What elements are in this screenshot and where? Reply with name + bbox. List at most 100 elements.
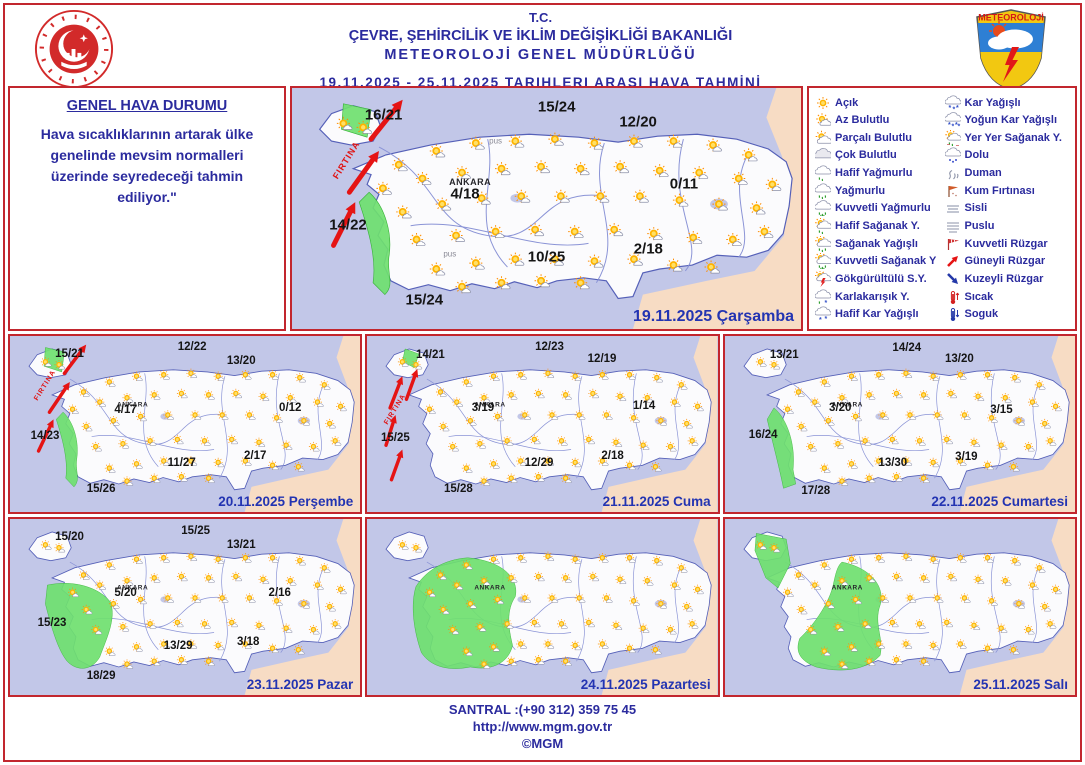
legend-label: Soguk bbox=[964, 308, 999, 321]
legend-label: Hafif Kar Yağışlı bbox=[835, 308, 919, 321]
map-date-label: 23.11.2025 Pazar bbox=[246, 677, 354, 692]
svg-text:*: * bbox=[825, 300, 828, 305]
legend-item-cloud-thunder: Gökgürültülü S.Y. bbox=[815, 271, 943, 288]
general-outlook-box: GENEL HAVA DURUMU Hava sıcaklıklarının a… bbox=[8, 86, 286, 331]
svg-text:*: * bbox=[955, 122, 958, 128]
city-label-ankara: ANKARA bbox=[831, 584, 863, 592]
legend-item-sun-cloud-heavy-rain: Kuvvetli Sağanak Y bbox=[815, 253, 943, 270]
forecast-map-cumartesi: 13/21 14/24 13/20 3/20 3/15 16/24 13/30 3/19 17/… bbox=[722, 334, 1077, 514]
forecast-map-pazartesi: ANKARA 24.11.2025 Pazartesi bbox=[365, 517, 720, 697]
haze-area-label: pus bbox=[489, 136, 503, 146]
temperature-label: 15/20 bbox=[55, 530, 84, 543]
sun-cloud-scattered-rain-icon bbox=[944, 129, 961, 146]
temperature-label: 0/11 bbox=[669, 175, 699, 193]
legend-item-sun-cloud-scattered-rain: Yer Yer Sağanak Y. bbox=[944, 129, 1073, 146]
city-label-ankara: ANKARA bbox=[117, 401, 149, 409]
legend-item-cloud-light-snow: * * Hafif Kar Yağışlı bbox=[815, 306, 943, 323]
temperature-label: 15/24 bbox=[405, 291, 444, 309]
legend-label: Kum Fırtınası bbox=[964, 184, 1035, 197]
svg-text:*: * bbox=[957, 124, 960, 129]
temperature-label: 12/19 bbox=[587, 352, 617, 365]
temperature-label: 13/20 bbox=[226, 354, 256, 367]
smoke-icon bbox=[945, 165, 961, 181]
temperature-label: 3/19 bbox=[471, 402, 495, 415]
legend-item-sun: Açık bbox=[815, 94, 943, 111]
legend-label: Çok Bulutlu bbox=[835, 149, 897, 162]
legend-item-fog: Sisli bbox=[945, 200, 1073, 217]
svg-text:*: * bbox=[956, 105, 959, 111]
legend-label: Parçalı Bulutlu bbox=[835, 131, 913, 144]
legend-column-1: Açık Az Bulutlu Parçalı Bulutlu Çok Bulutlu… bbox=[815, 94, 943, 323]
legend-label: Kuvvetli Sağanak Y bbox=[835, 255, 937, 268]
footer-website-link[interactable]: http://www.mgm.gov.tr bbox=[472, 718, 613, 734]
temperature-label: 15/21 bbox=[55, 347, 84, 360]
legend-item-cloud-snow: * * * Kar Yağışlı bbox=[944, 94, 1073, 111]
legend-item-smoke: Duman bbox=[945, 165, 1073, 182]
legend-item-haze: Puslu bbox=[945, 218, 1073, 235]
red-arrow-ne-icon bbox=[945, 253, 961, 269]
legend-item-thermometer-hot: Sıcak bbox=[945, 288, 1073, 305]
forecast-map-cuma: 14/21 12/23 12/19 3/19 1/14 15/25 12/29 2/18 15/… bbox=[365, 334, 720, 514]
legend-item-sun-cloud-rain: Sağanak Yağışlı bbox=[815, 235, 943, 252]
legend-label: Hafif Sağanak Y. bbox=[835, 220, 920, 233]
footer: SANTRAL :(+90 312) 359 75 45 http://www.… bbox=[0, 702, 1085, 753]
fog-icon bbox=[945, 200, 961, 216]
sun-cloud-icon bbox=[815, 130, 831, 146]
forecast-map-pazar: 15/20 15/25 13/21 5/20 2/16 15/23 13/29 3/18 18/… bbox=[8, 517, 363, 697]
legend-label: Sisli bbox=[964, 202, 988, 215]
legend-item-sun-cloud: Parçalı Bulutlu bbox=[815, 129, 943, 146]
map-date-label: 19.11.2025 Çarşamba bbox=[632, 308, 794, 325]
legend-label: Kuzeyli Rüzgar bbox=[964, 273, 1044, 286]
cloud-sleet-icon: * bbox=[815, 289, 831, 305]
turkey-map-graphic bbox=[367, 519, 718, 695]
temperature-label: 3/18 bbox=[237, 636, 260, 649]
legend-label: Gökgürültülü S.Y. bbox=[835, 273, 927, 286]
cloud-snow-icon: * * * bbox=[944, 94, 961, 111]
legend-item-red-arrow-ne: Güneyli Rüzgar bbox=[945, 253, 1073, 270]
haze-icon bbox=[945, 218, 961, 234]
cloud-drizzle-icon bbox=[815, 165, 831, 182]
temperature-label: 14/24 bbox=[892, 342, 922, 355]
temperature-label: 12/20 bbox=[619, 113, 657, 131]
map-date-label: 20.11.2025 Perşembe bbox=[218, 494, 354, 509]
footer-copyright: ©MGM bbox=[521, 735, 564, 751]
header: T.C. ÇEVRE, ŞEHİRCİLİK VE İKLİM DEĞİŞİKL… bbox=[0, 0, 1085, 90]
meteoroloji-badge: METEOROLOJİ bbox=[955, 8, 1067, 92]
sun-cloud-heavy-rain-icon bbox=[815, 253, 831, 270]
temperature-label: 13/30 bbox=[878, 456, 908, 469]
cloud-hail-icon bbox=[944, 147, 961, 164]
turkey-map-graphic bbox=[724, 519, 1075, 695]
weather-legend: Açık Az Bulutlu Parçalı Bulutlu Çok Bulutlu… bbox=[807, 86, 1077, 331]
temperature-label: 3/15 bbox=[990, 403, 1013, 416]
temperature-label: 15/28 bbox=[444, 483, 473, 496]
legend-item-cloud-heavy-rain: Kuvvetli Yağmurlu bbox=[815, 200, 943, 217]
temperature-label: 3/19 bbox=[955, 451, 978, 464]
legend-item-sun-small-cloud: Az Bulutlu bbox=[815, 112, 943, 129]
temperature-label: 13/29 bbox=[163, 639, 193, 652]
forecast-map-persembe: 15/21 12/22 13/20 4/17 0/12 14/23 11/27 2/17 15/… bbox=[8, 334, 363, 514]
temperature-label: 2/16 bbox=[268, 586, 291, 599]
temperature-label: 12/23 bbox=[535, 340, 564, 353]
general-outlook-title: GENEL HAVA DURUMU bbox=[66, 98, 228, 114]
temperature-label: 4/17 bbox=[114, 403, 137, 416]
temperature-label: 13/21 bbox=[769, 349, 799, 362]
legend-label: Açık bbox=[835, 96, 859, 109]
temperature-label: 16/24 bbox=[748, 428, 778, 441]
temperature-label: 12/22 bbox=[177, 340, 207, 353]
temperature-label: 14/23 bbox=[30, 430, 60, 443]
temperature-label: 15/26 bbox=[86, 483, 116, 496]
map-date-label: 25.11.2025 Salı bbox=[973, 677, 1068, 692]
windsock-icon bbox=[945, 236, 961, 252]
temperature-label: 16/21 bbox=[364, 106, 403, 123]
legend-item-cloud: Çok Bulutlu bbox=[815, 147, 943, 164]
city-label-ankara: ANKARA bbox=[831, 401, 863, 409]
temperature-label: 15/25 bbox=[380, 432, 410, 445]
temperature-label: 11/27 bbox=[167, 456, 196, 469]
city-label-ankara: ANKARA bbox=[449, 176, 492, 187]
svg-text:*: * bbox=[951, 124, 954, 129]
temperature-label: 15/24 bbox=[537, 98, 576, 116]
temperature-label: 3/20 bbox=[829, 402, 852, 415]
legend-label: Sağanak Yağışlı bbox=[835, 237, 918, 250]
turkey-map-graphic bbox=[292, 88, 801, 329]
legend-label: Puslu bbox=[964, 220, 995, 233]
